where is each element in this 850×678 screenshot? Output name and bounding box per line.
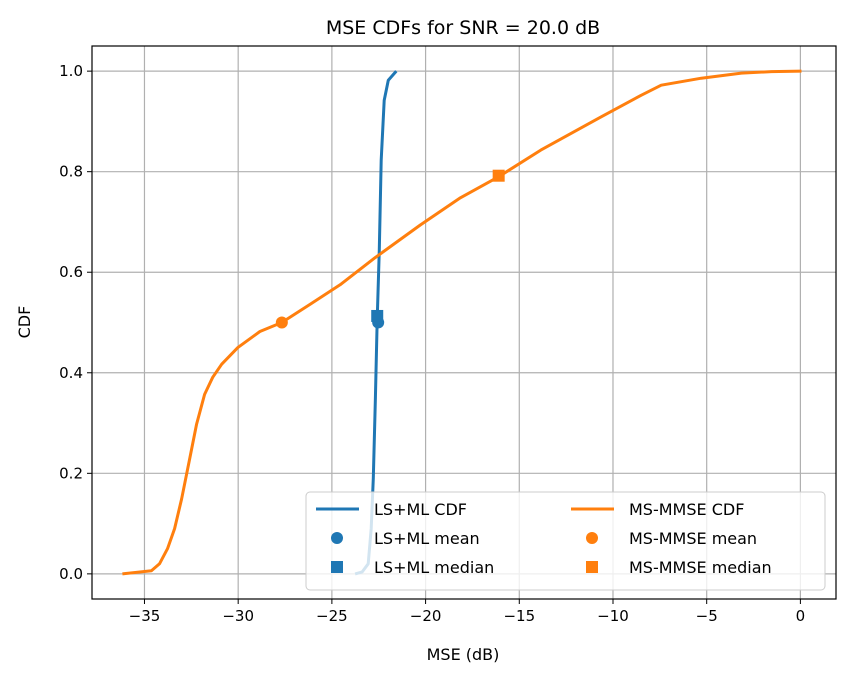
x-tick-label: −25 xyxy=(316,607,348,625)
x-tick-label: −5 xyxy=(696,607,718,625)
legend-label: LS+ML CDF xyxy=(374,500,467,519)
series-line-ms-mmse-cdf xyxy=(122,69,802,576)
y-tick-label: 0.8 xyxy=(59,163,83,181)
legend-swatch xyxy=(586,561,598,573)
markers xyxy=(275,169,505,329)
legend-box xyxy=(305,491,826,591)
plot-frame xyxy=(91,45,837,600)
legend-label: LS+ML mean xyxy=(374,529,480,548)
y-tick-label: 0.4 xyxy=(59,364,83,382)
x-tick-label: −35 xyxy=(129,607,161,625)
legend-swatch xyxy=(331,532,343,544)
marker-ls-ml-median xyxy=(371,309,384,322)
x-tick-label: −10 xyxy=(597,607,629,625)
chart-title: MSE CDFs for SNR = 20.0 dB xyxy=(326,17,600,39)
x-axis-label: MSE (dB) xyxy=(427,645,500,664)
y-tick-label: 0.2 xyxy=(59,464,83,482)
marker-ms-mmse-median xyxy=(492,169,505,182)
marker-ms-mmse-mean xyxy=(275,316,288,329)
legend-label: LS+ML median xyxy=(374,558,494,577)
x-tick-label: −15 xyxy=(503,607,535,625)
legend-swatch xyxy=(586,532,598,544)
legend-label: MS-MMSE CDF xyxy=(629,500,744,519)
x-tick-label: 0 xyxy=(796,607,806,625)
legend-swatch xyxy=(331,561,343,573)
y-tick-label: 0.0 xyxy=(59,565,83,583)
ticks: −35 −30 −25 −20 −15 −10 −5 0 0.0 0.2 0.4 0.6 0.8 1.0 xyxy=(59,62,805,625)
legend: LS+ML CDF LS+ML mean LS+ML median MS-MMSE C… xyxy=(305,491,826,591)
x-tick-label: −20 xyxy=(410,607,442,625)
legend-label: MS-MMSE mean xyxy=(629,529,757,548)
x-tick-label: −30 xyxy=(222,607,254,625)
y-tick-label: 0.6 xyxy=(59,263,83,281)
legend-label: MS-MMSE median xyxy=(629,558,772,577)
y-axis-label: CDF xyxy=(15,306,34,339)
y-tick-label: 1.0 xyxy=(59,62,83,80)
